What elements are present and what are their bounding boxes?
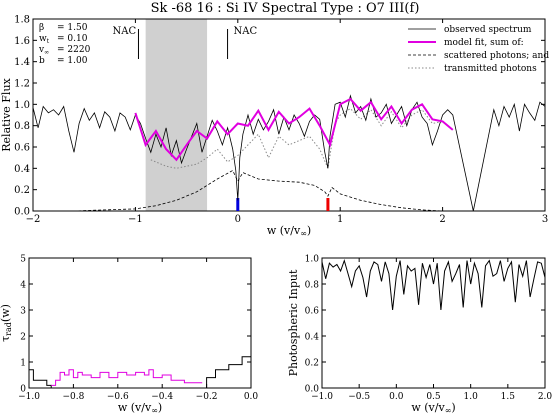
x-axis-label: w (v/v∞) [411, 401, 455, 415]
model-parameter: wt = 0.10 [39, 34, 88, 45]
x-tick-label: 1.5 [501, 392, 516, 402]
y-tick-label: 3 [20, 307, 26, 317]
x-tick-label: 1.0 [464, 392, 479, 402]
x-tick-label: −0.4 [151, 392, 173, 402]
velocity-marker [236, 198, 240, 211]
legend-label: model fit, sum of: [444, 38, 524, 48]
y-tick-label: 0.0 [14, 207, 30, 218]
legend-label: observed spectrum [444, 25, 532, 35]
y-axis-label: Photospheric Input [287, 269, 300, 376]
y-tick-label: 0.2 [14, 185, 30, 196]
series-photospheric-input [321, 258, 546, 311]
x-tick-label: 0.0 [244, 392, 259, 402]
y-tick-label: 2 [20, 333, 26, 343]
x-tick-label: 0.5 [426, 392, 441, 402]
tau-rad-panel: −1.0 −0.8 −0.6 −0.4 −0.2 0.0 0 1 2 3 4 5 τrad(w) w (v… [0, 255, 258, 416]
nac-label: NAC [112, 26, 136, 37]
y-tick-label: 0.8 [14, 121, 30, 132]
y-tick-label: 1.6 [14, 36, 30, 47]
y-tick-label: 5 [20, 255, 26, 265]
x-tick-label: 2.0 [538, 392, 553, 402]
x-tick-label: −1.0 [18, 392, 40, 402]
x-tick-label: −1 [128, 214, 143, 225]
y-tick-label: 0.0 [305, 385, 320, 395]
y-tick-label: 1.0 [305, 255, 320, 265]
y-tick-label: 1 [20, 359, 26, 369]
x-axis-label: w (v/v∞) [267, 224, 311, 238]
velocity-marker [326, 198, 330, 211]
y-tick-label: 0.6 [14, 143, 30, 154]
y-tick-label: 0 [20, 385, 26, 395]
model-parameter: v∞ = 2220 [38, 45, 91, 56]
y-tick-label: 0.2 [305, 359, 319, 369]
x-axis-label: w (v/v∞) [118, 401, 162, 415]
x-tick-label: 2 [439, 214, 445, 225]
x-tick-label: 3 [542, 214, 548, 225]
series-scattered-photons [38, 169, 453, 212]
plot-frame [32, 18, 546, 212]
series-tau-magenta [51, 369, 203, 386]
series-transmitted-photons [150, 107, 443, 171]
y-tick-label: 1.0 [14, 100, 30, 111]
model-parameter: b = 1.00 [39, 56, 88, 66]
x-tick-label: −0.6 [107, 392, 129, 402]
x-tick-label: −0.2 [196, 392, 218, 402]
model-parameter: β = 1.50 [39, 23, 88, 33]
legend-label: transmitted photons [444, 64, 537, 74]
x-tick-label: 0.0 [389, 392, 404, 402]
y-tick-label: 0.4 [305, 333, 320, 343]
series-observed-spectrum [32, 94, 546, 212]
nac-label: NAC [234, 26, 258, 37]
x-tick-label: −1.0 [311, 392, 333, 402]
legend-label: scattered photons; and [444, 51, 549, 61]
y-tick-label: 4 [20, 281, 26, 291]
figure-title: Sk -68 16 : Si IV Spectral Type : O7 III… [151, 1, 420, 16]
y-tick-label: 1.4 [14, 57, 30, 68]
x-tick-label: 1 [337, 214, 343, 225]
y-tick-label: 0.6 [305, 307, 320, 317]
y-tick-label: 0.8 [305, 281, 320, 291]
y-tick-label: 1.8 [14, 15, 30, 26]
plot-frame [321, 257, 546, 389]
plot-frame [28, 257, 252, 389]
y-axis-label: Relative Flux [0, 77, 13, 151]
y-tick-label: 0.4 [14, 164, 30, 175]
series-model-fit [134, 97, 454, 162]
x-tick-label: −0.8 [62, 392, 84, 402]
shaded-region [145, 19, 208, 211]
x-tick-label: −2 [26, 214, 41, 225]
y-axis-label: τrad(w) [0, 304, 13, 342]
photospheric-input-panel: −1.0 −0.5 0.0 0.5 1.0 1.5 2.0 0.0 0.2 0.4 0.6 0.8 1.… [287, 255, 552, 416]
main-spectrum-panel: −2 −1 0 1 2 3 0.0 0.2 0.4 0.6 0.8 1.0 1.2 1.4 1.6 1.8 NA… [0, 15, 549, 239]
x-tick-label: −0.5 [348, 392, 370, 402]
x-tick-label: 0 [235, 214, 241, 225]
series-tau-black [29, 356, 251, 389]
y-tick-label: 1.2 [14, 79, 30, 90]
